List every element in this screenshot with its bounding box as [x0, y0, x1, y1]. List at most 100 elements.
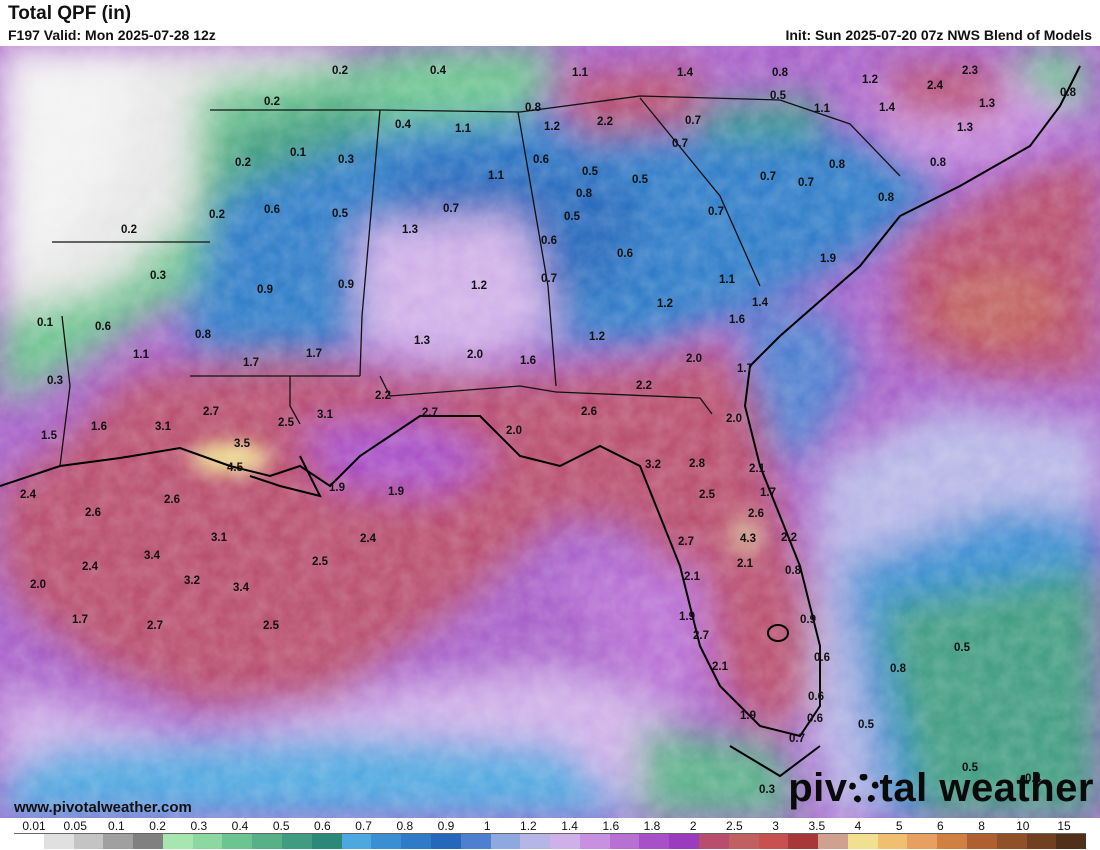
precip-map[interactable]: 0.2 0.4 1.1 1.4 0.8 2.3 1.2 2.4 0.5 1.1 1.4 1.3 0.8 0…: [0, 46, 1100, 818]
qpf-value-label: 3.2: [184, 575, 200, 587]
colorbar-swatch: [430, 834, 461, 849]
colorbar-tick-label: 0.1: [108, 819, 125, 833]
qpf-value-label: 1.2: [862, 74, 878, 86]
qpf-value-label: 2.4: [927, 80, 944, 92]
colorbar-swatch: [698, 834, 729, 849]
qpf-value-label: 2.5: [263, 620, 280, 632]
colorbar-tick-label: 0.8: [396, 819, 414, 833]
colorbar-tick-label: 10: [1016, 819, 1030, 833]
qpf-value-label: 0.1: [37, 317, 54, 329]
qpf-value-label: 0.8: [195, 329, 212, 341]
qpf-value-label: 0.9: [800, 614, 816, 626]
colorbar-tick-label: 0.2: [149, 819, 166, 833]
qpf-value-label: 0.8: [525, 102, 542, 114]
colorbar-swatch: [639, 834, 670, 849]
website-watermark: www.pivotalweather.com: [14, 799, 192, 816]
qpf-value-label: 0.2: [121, 224, 137, 236]
colorbar-tick-label: 1.8: [643, 819, 661, 833]
qpf-value-label: 2.5: [699, 489, 716, 501]
brand-text-left: piv: [788, 766, 848, 810]
qpf-value-label: 1.9: [820, 253, 836, 265]
qpf-value-label: 3.4: [233, 582, 250, 594]
coastline: [0, 65, 1081, 778]
colorbar-swatch: [847, 834, 878, 849]
qpf-value-label: 2.6: [748, 508, 764, 520]
colorbar-tick-label: 5: [895, 819, 903, 833]
qpf-value-label: 0.7: [708, 206, 724, 218]
qpf-value-label: 2.0: [726, 413, 742, 425]
qpf-value-label: 2.1: [712, 661, 729, 673]
qpf-value-label: 1.3: [414, 335, 430, 347]
colorbar-tick-label: 1.4: [561, 819, 578, 833]
qpf-value-label: 2.6: [85, 507, 101, 519]
qpf-value-label: 0.5: [332, 208, 349, 220]
colorbar-swatch: [1026, 834, 1057, 849]
qpf-value-label: 2.0: [467, 349, 483, 361]
qpf-value-label: 0.7: [672, 138, 688, 150]
qpf-value-label: 1.4: [879, 102, 896, 114]
qpf-value-label: 0.7: [789, 733, 805, 745]
lake-okeechobee: [767, 624, 789, 642]
header: Total QPF (in) F197 Valid: Mon 2025-07-2…: [0, 0, 1100, 46]
qpf-value-label: 0.6: [95, 321, 111, 333]
qpf-value-label: 0.3: [759, 784, 775, 796]
qpf-value-label: 0.6: [264, 204, 280, 216]
colorbar-tick-label: 6: [937, 819, 944, 833]
colorbar-swatch: [311, 834, 342, 849]
colorbar-swatch: [371, 834, 402, 849]
qpf-value-label: 2.1: [684, 571, 701, 583]
qpf-value-label: 2.4: [20, 489, 37, 501]
colorbar-swatch: [877, 834, 908, 849]
qpf-value-label: 0.5: [770, 90, 787, 102]
colorbar-tick-label: 0.5: [272, 819, 290, 833]
qpf-value-label: 0.8: [930, 157, 947, 169]
valid-time-label: F197 Valid: Mon 2025-07-28 12z: [8, 27, 216, 43]
qpf-value-label: 0.6: [807, 713, 823, 725]
qpf-value-label: 0.8: [890, 663, 907, 675]
qpf-value-label: 0.1: [290, 147, 307, 159]
colorbar-swatch: [728, 834, 759, 849]
colorbar-tick-label: 0.7: [355, 819, 372, 833]
qpf-value-label: 1.7: [243, 357, 259, 369]
qpf-value-label: 1.1: [488, 170, 505, 182]
colorbar-tick-label: 0.6: [314, 819, 331, 833]
qpf-value-label: 2.8: [689, 458, 706, 470]
qpf-value-label: 0.5: [962, 762, 979, 774]
qpf-value-label: 2.4: [360, 533, 377, 545]
qpf-value-label: 0.4: [395, 119, 412, 131]
qpf-value-label: 0.7: [443, 203, 459, 215]
precip-map-canvas: 0.2 0.4 1.1 1.4 0.8 2.3 1.2 2.4 0.5 1.1 1.4 1.3 0.8 0…: [0, 46, 1100, 818]
qpf-value-label: 2.7: [693, 630, 709, 642]
colorbar-tick-label: 0.05: [63, 819, 87, 833]
colorbar-tick-label: 1.2: [520, 819, 537, 833]
colorbar-swatch: [550, 834, 580, 849]
colorbar-swatch: [401, 834, 431, 849]
colorbar-swatch: [520, 834, 551, 849]
qpf-value-label: 0.8: [829, 159, 846, 171]
qpf-value-label: 1.9: [679, 611, 695, 623]
qpf-value-label: 2.2: [375, 390, 391, 402]
colorbar-swatch: [43, 834, 74, 849]
map-title: Total QPF (in): [8, 3, 132, 24]
colorbar-swatch: [490, 834, 521, 849]
qpf-value-label: 1.7: [72, 614, 88, 626]
colorbar-swatch: [579, 834, 610, 849]
qpf-value-label: 2.1: [737, 558, 754, 570]
qpf-value-label: 0.7: [541, 273, 557, 285]
qpf-value-label: 3.2: [645, 459, 661, 471]
qpf-value-label: 0.6: [814, 652, 830, 664]
qpf-value-label: 0.2: [332, 65, 348, 77]
qpf-value-label: 2.4: [82, 561, 99, 573]
qpf-value-label: 0.3: [150, 270, 166, 282]
qpf-value-label: 2.0: [30, 579, 46, 591]
qpf-value-label: 2.6: [164, 494, 180, 506]
qpf-value-label: 2.7: [203, 406, 219, 418]
qpf-value-label: 1.2: [589, 331, 605, 343]
qpf-value-label: 3.1: [155, 421, 172, 433]
colorbar-swatch: [133, 834, 163, 849]
qpf-value-label: 2.2: [781, 532, 797, 544]
colorbar-tick-label: 0.01: [22, 819, 46, 833]
qpf-value-label: 1.9: [740, 710, 756, 722]
qpf-value-label: 3.4: [144, 550, 161, 562]
texture-overlay: [0, 46, 1100, 818]
